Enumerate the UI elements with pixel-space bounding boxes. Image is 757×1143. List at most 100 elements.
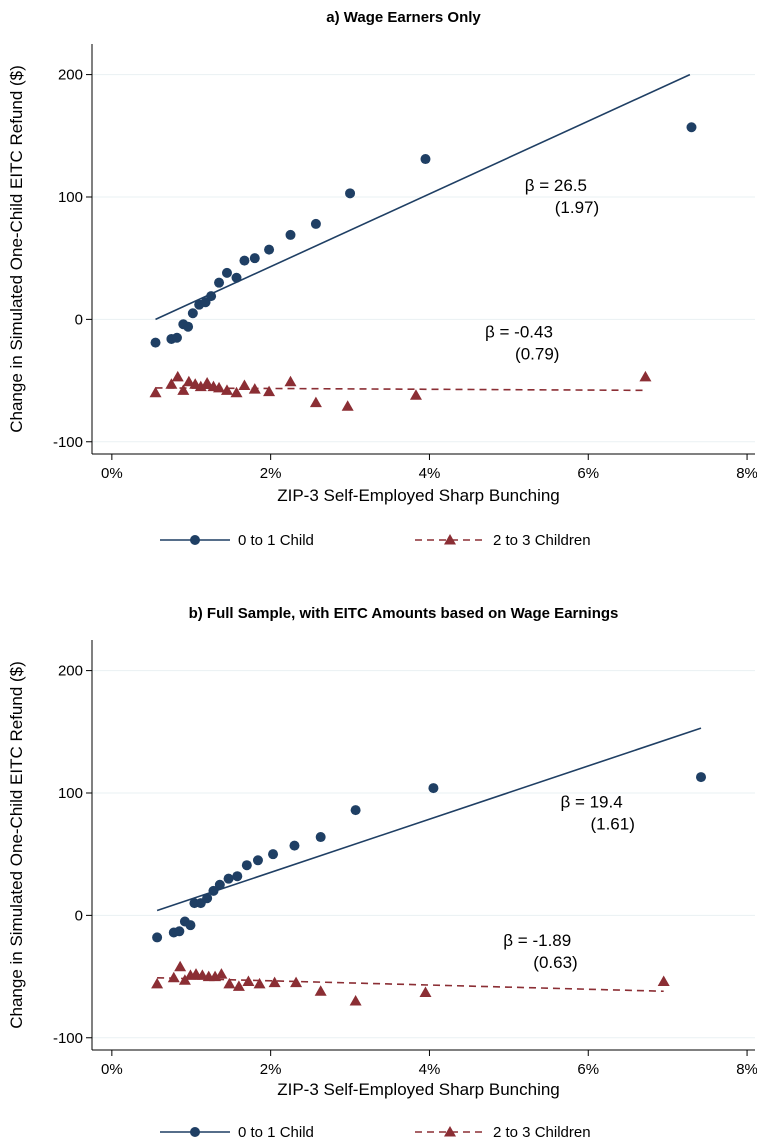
y-axis-label: Change in Simulated One-Child EITC Refun… — [7, 65, 26, 433]
legend-label-1: 2 to 3 Children — [493, 1124, 591, 1141]
x-tick-label: 4% — [419, 1061, 441, 1078]
legend: 0 to 1 Child 2 to 3 Children — [160, 532, 591, 549]
series-zero-to-one-child — [152, 727, 707, 943]
x-tick-label: 6% — [577, 1061, 599, 1078]
data-point-1 — [167, 971, 180, 983]
data-point-15 — [289, 840, 300, 851]
y-axis-label: Change in Simulated One-Child EITC Refun… — [7, 661, 26, 1029]
legend: 0 to 1 Child 2 to 3 Children — [160, 1124, 591, 1141]
data-point-19 — [657, 975, 670, 986]
data-point-11 — [231, 272, 242, 283]
data-point-0 — [149, 386, 162, 398]
data-point-5 — [187, 308, 198, 319]
data-point-2 — [171, 370, 184, 382]
data-point-13 — [249, 253, 260, 264]
fit-line — [155, 387, 646, 392]
data-point-10 — [221, 267, 232, 278]
data-point-17 — [345, 188, 356, 199]
x-tick-label: 0% — [101, 465, 123, 482]
data-point-0 — [152, 932, 163, 943]
data-point-14 — [263, 385, 276, 397]
series-two-to-three-children — [149, 370, 652, 411]
data-point-7 — [201, 377, 214, 388]
data-point-0 — [151, 977, 164, 989]
data-point-16 — [309, 396, 322, 408]
data-point-13 — [253, 977, 266, 989]
legend-marker-0 — [190, 535, 200, 545]
data-point-16 — [315, 832, 326, 843]
chart-panel-b: b) Full Sample, with EITC Amounts based … — [7, 605, 757, 1141]
legend-marker-1 — [444, 534, 456, 545]
se-annotation: (1.61) — [590, 815, 634, 834]
y-tick-label: 100 — [58, 785, 83, 802]
data-point-16 — [314, 985, 327, 996]
x-tick-label: 2% — [260, 1061, 282, 1078]
x-tick-label: 0% — [101, 1061, 123, 1078]
beta-annotation: β = -0.43 — [485, 323, 553, 342]
data-point-9 — [214, 879, 225, 890]
y-tick-label: 200 — [58, 67, 83, 84]
data-point-18 — [419, 986, 432, 997]
x-axis-label: ZIP-3 Self-Employed Sharp Bunching — [277, 486, 560, 505]
beta-annotation: β = -1.89 — [503, 931, 571, 950]
data-point-18 — [428, 783, 439, 794]
data-point-19 — [639, 370, 652, 382]
data-point-12 — [238, 379, 251, 390]
data-point-9 — [213, 381, 226, 393]
y-tick-label: -100 — [53, 1030, 83, 1047]
data-point-4 — [185, 920, 196, 931]
x-tick-label: 8% — [736, 465, 757, 482]
data-point-17 — [349, 995, 362, 1006]
data-point-12 — [241, 860, 252, 871]
data-point-15 — [284, 375, 297, 387]
data-point-16 — [310, 218, 321, 229]
legend-label-1: 2 to 3 Children — [493, 532, 591, 549]
data-point-10 — [223, 977, 236, 989]
data-point-10 — [223, 873, 234, 884]
x-tick-label: 8% — [736, 1061, 757, 1078]
data-point-4 — [182, 375, 195, 387]
y-tick-label: -100 — [53, 434, 83, 451]
data-point-19 — [686, 122, 697, 133]
data-point-10 — [220, 384, 233, 395]
data-point-11 — [232, 980, 245, 991]
data-point-13 — [252, 855, 263, 866]
data-point-13 — [248, 383, 261, 394]
fit-line — [157, 976, 664, 993]
data-point-14 — [268, 976, 281, 988]
se-annotation: (0.63) — [533, 953, 577, 972]
y-tick-label: 0 — [75, 311, 83, 328]
legend-label-0: 0 to 1 Child — [238, 1124, 314, 1141]
data-point-9 — [214, 277, 225, 288]
fit-line — [155, 73, 691, 321]
data-point-7 — [202, 893, 213, 904]
legend-label-0: 0 to 1 Child — [238, 532, 314, 549]
data-point-18 — [420, 154, 431, 165]
y-tick-label: 100 — [58, 189, 83, 206]
data-point-12 — [242, 975, 255, 986]
data-point-0 — [150, 337, 161, 348]
data-point-15 — [290, 976, 303, 988]
x-axis-label: ZIP-3 Self-Employed Sharp Bunching — [277, 1080, 560, 1099]
chart-title: a) Wage Earners Only — [326, 9, 481, 26]
legend-marker-1 — [444, 1126, 456, 1137]
data-point-4 — [183, 321, 194, 332]
data-point-11 — [232, 871, 243, 882]
data-point-2 — [174, 960, 187, 972]
se-annotation: (1.97) — [555, 198, 599, 217]
series-zero-to-one-child — [150, 73, 697, 348]
data-point-15 — [285, 229, 296, 240]
series-two-to-three-children — [151, 960, 670, 1006]
data-point-2 — [174, 926, 185, 937]
x-tick-label: 4% — [419, 465, 441, 482]
data-point-17 — [341, 400, 354, 411]
x-tick-label: 6% — [577, 465, 599, 482]
data-point-11 — [230, 386, 243, 398]
data-point-8 — [206, 291, 217, 302]
data-point-9 — [215, 968, 228, 979]
beta-annotation: β = 19.4 — [560, 793, 622, 812]
data-point-17 — [350, 805, 361, 816]
data-point-2 — [171, 332, 182, 343]
data-point-14 — [264, 244, 275, 255]
